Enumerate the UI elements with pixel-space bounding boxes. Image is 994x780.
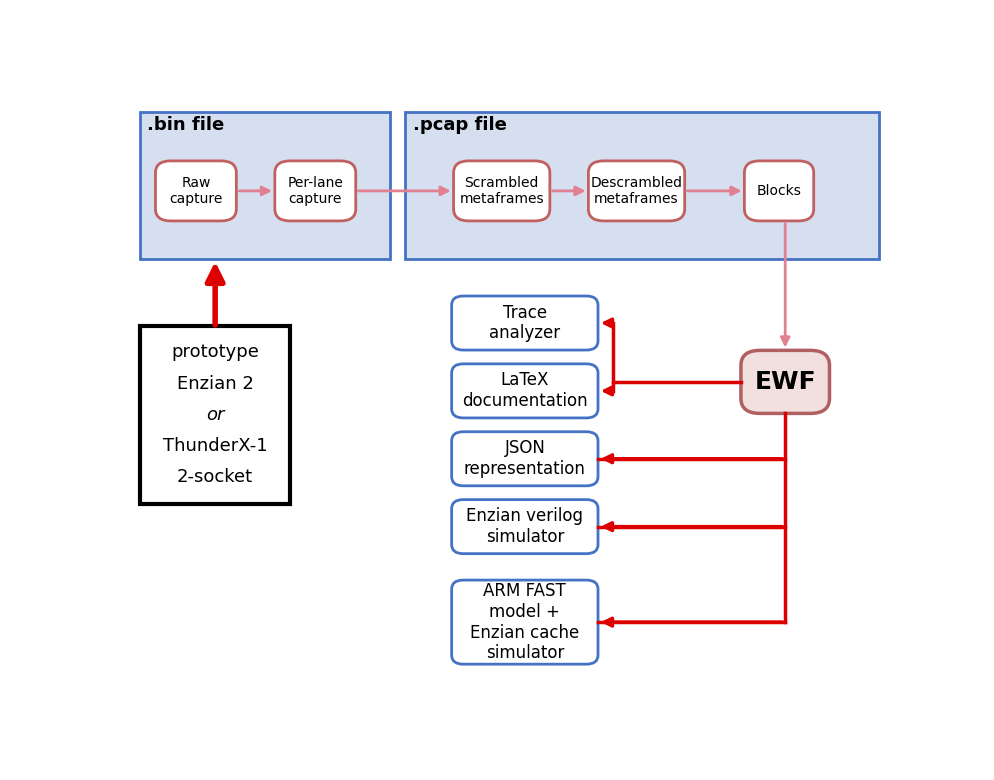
Text: Scrambled
metaframes: Scrambled metaframes <box>459 176 544 206</box>
Text: LaTeX
documentation: LaTeX documentation <box>462 371 587 410</box>
FancyBboxPatch shape <box>275 161 356 221</box>
Text: Raw
capture: Raw capture <box>169 176 223 206</box>
FancyBboxPatch shape <box>741 350 830 413</box>
Text: or: or <box>206 406 225 424</box>
Text: ThunderX-1: ThunderX-1 <box>163 437 267 456</box>
Bar <box>139 112 390 259</box>
FancyBboxPatch shape <box>451 432 598 486</box>
FancyBboxPatch shape <box>588 161 685 221</box>
FancyBboxPatch shape <box>451 296 598 350</box>
FancyBboxPatch shape <box>155 161 237 221</box>
FancyBboxPatch shape <box>451 500 598 554</box>
Text: EWF: EWF <box>754 370 816 394</box>
FancyBboxPatch shape <box>451 363 598 418</box>
Text: Enzian 2: Enzian 2 <box>177 374 253 392</box>
Text: .pcap file: .pcap file <box>414 116 507 134</box>
Text: .bin file: .bin file <box>147 116 225 134</box>
Text: Descrambled
metaframes: Descrambled metaframes <box>590 176 683 206</box>
Text: Enzian verilog
simulator: Enzian verilog simulator <box>466 507 583 546</box>
FancyBboxPatch shape <box>451 580 598 665</box>
Text: prototype: prototype <box>171 343 259 361</box>
Text: Trace
analyzer: Trace analyzer <box>489 303 561 342</box>
Bar <box>140 326 290 504</box>
FancyBboxPatch shape <box>745 161 814 221</box>
Text: 2-socket: 2-socket <box>177 468 253 487</box>
Bar <box>406 112 880 259</box>
Text: Per-lane
capture: Per-lane capture <box>287 176 343 206</box>
Text: JSON
representation: JSON representation <box>464 439 585 478</box>
Text: ARM FAST
model +
Enzian cache
simulator: ARM FAST model + Enzian cache simulator <box>470 582 580 662</box>
Text: Blocks: Blocks <box>756 184 801 198</box>
FancyBboxPatch shape <box>453 161 550 221</box>
